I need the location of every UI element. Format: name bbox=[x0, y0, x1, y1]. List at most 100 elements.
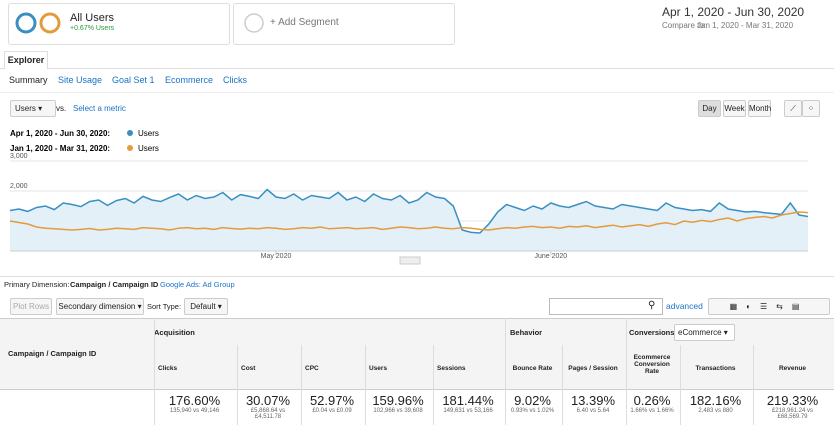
summary-compare: 1.66% vs 1.66% bbox=[630, 408, 674, 414]
chart: Apr 1, 2020 - Jun 30, 2020: Users Jan 1, 2… bbox=[9, 129, 809, 265]
column-header[interactable]: CPC bbox=[305, 365, 319, 372]
summary-value: 176.60% bbox=[168, 393, 221, 408]
sort-value: Default bbox=[190, 302, 216, 311]
search-icon: ⚲ bbox=[648, 300, 656, 311]
summary-value: 182.16% bbox=[689, 393, 742, 408]
sort-label: Sort Type: bbox=[147, 302, 182, 311]
date-range[interactable]: Apr 1, 2020 - Jun 30, 2020 bbox=[662, 5, 805, 19]
search[interactable] bbox=[549, 298, 663, 315]
summary-value: 30.07% bbox=[245, 393, 291, 408]
subtab[interactable]: Ecommerce bbox=[165, 75, 214, 85]
period[interactable]: Week bbox=[723, 100, 746, 117]
advanced[interactable]: advanced bbox=[666, 301, 703, 311]
chart-type[interactable]: ⁘ bbox=[802, 100, 820, 117]
line bbox=[9, 188, 809, 234]
summary-compare: 0.93% vs 1.02% bbox=[510, 408, 555, 414]
sort[interactable]: Default ▾ bbox=[184, 298, 228, 315]
y-tick-label: 2,000 bbox=[10, 183, 28, 190]
summary-compare: 102,966 vs 39,608 bbox=[373, 408, 423, 414]
summary-compare: 2,483 vs 880 bbox=[698, 408, 733, 414]
subtab[interactable]: Summary bbox=[9, 75, 48, 85]
column-header[interactable]: Bounce Rate bbox=[512, 365, 553, 372]
line bbox=[9, 211, 809, 231]
divider bbox=[0, 276, 834, 277]
column-header[interactable]: Cost bbox=[241, 365, 256, 372]
alt-dimension[interactable]: Google Ads: Ad Group bbox=[160, 280, 235, 289]
col-divider bbox=[301, 345, 302, 425]
tab[interactable]: Explorer bbox=[4, 51, 48, 69]
group-header: Acquisition bbox=[154, 328, 195, 337]
secondary-label: Secondary dimension bbox=[58, 302, 136, 311]
select-metric[interactable]: Select a metric bbox=[73, 104, 126, 113]
segment-change: +0.67% Users bbox=[70, 25, 115, 32]
legend-dot bbox=[127, 130, 133, 136]
secondary[interactable]: Secondary dimension ▾ bbox=[56, 298, 144, 315]
col-divider bbox=[680, 345, 681, 425]
row-header: Campaign / Campaign ID bbox=[8, 349, 97, 358]
vs: vs. bbox=[56, 104, 67, 113]
summary-value: 0.26% bbox=[633, 393, 671, 408]
metric: Users bbox=[15, 104, 36, 113]
divider bbox=[0, 68, 834, 69]
segment-card[interactable] bbox=[8, 3, 230, 45]
col-divider bbox=[505, 318, 506, 425]
column-header[interactable]: Pages / Session bbox=[568, 365, 618, 372]
legend-range: Apr 1, 2020 - Jun 30, 2020: bbox=[10, 129, 110, 138]
compare-range: Jan 1, 2020 - Mar 31, 2020 bbox=[697, 21, 794, 30]
area bbox=[10, 189, 808, 251]
group-select-label: eCommerce bbox=[678, 328, 722, 337]
col-divider bbox=[433, 345, 434, 425]
group-select[interactable]: eCommerce ▾ bbox=[674, 324, 735, 341]
column-header[interactable]: Sessions bbox=[437, 365, 466, 372]
y-tick-label: 3,000 bbox=[10, 153, 28, 160]
subtab[interactable]: Goal Set 1 bbox=[112, 75, 155, 85]
divider bbox=[0, 92, 834, 93]
chart-type[interactable]: ⟋ bbox=[784, 100, 802, 117]
summary-value: 9.02% bbox=[514, 393, 551, 408]
summary-value: 159.96% bbox=[372, 393, 424, 408]
summary-compare: 135,940 vs 49,146 bbox=[169, 408, 220, 414]
summary-value: 181.44% bbox=[442, 393, 494, 408]
legend-dot bbox=[127, 145, 133, 151]
primary-label: Primary Dimension: bbox=[4, 280, 70, 289]
view-toggles[interactable]: ▦◐☰⇆▤ bbox=[708, 298, 830, 315]
column-header[interactable]: Clicks bbox=[158, 365, 178, 372]
column-header[interactable]: Transactions bbox=[695, 365, 736, 372]
plot-rows[interactable]: Plot Rows bbox=[10, 298, 52, 315]
summary-compare: £5,868.64 vs £4,511.78 bbox=[250, 408, 286, 420]
col-divider bbox=[237, 345, 238, 425]
col-divider bbox=[365, 345, 366, 425]
summary-value: 13.39% bbox=[570, 393, 616, 408]
add-icon bbox=[244, 13, 264, 33]
summary-compare: 6.40 vs 5.64 bbox=[576, 408, 610, 414]
col-divider bbox=[154, 318, 155, 425]
add-segment-label[interactable]: + Add Segment bbox=[270, 17, 339, 28]
column-header[interactable]: Revenue bbox=[778, 365, 807, 372]
legend-metric: Users bbox=[138, 144, 159, 153]
compare-label: Compare to: bbox=[662, 21, 707, 30]
column-header[interactable]: Ecommerce Conversion Rate bbox=[633, 354, 671, 375]
subtab[interactable]: Clicks bbox=[223, 75, 247, 85]
metric-select[interactable]: Users ▾ bbox=[10, 100, 56, 117]
group-header: Behavior bbox=[510, 328, 543, 337]
col-divider bbox=[562, 345, 563, 425]
summary-value: 52.97% bbox=[309, 393, 355, 408]
subtab[interactable]: Site Usage bbox=[58, 75, 103, 85]
col-divider bbox=[753, 345, 754, 425]
col-divider bbox=[626, 318, 627, 425]
period[interactable]: Day bbox=[698, 100, 721, 117]
add-segment[interactable] bbox=[233, 3, 455, 45]
segment-icon bbox=[15, 12, 61, 34]
period[interactable]: Month bbox=[748, 100, 771, 117]
summary-compare: £0.04 vs £0.09 bbox=[312, 408, 352, 414]
legend-metric: Users bbox=[138, 129, 159, 138]
column-header[interactable]: Users bbox=[369, 365, 388, 372]
primary[interactable]: Campaign / Campaign ID bbox=[70, 280, 159, 289]
legend-range: Jan 1, 2020 - Mar 31, 2020: bbox=[10, 144, 110, 153]
summary-compare: 149,631 vs 53,166 bbox=[443, 408, 493, 414]
segment-name: All Users bbox=[70, 12, 115, 24]
group-header: Conversions bbox=[629, 328, 675, 337]
x-tick-label: June 2020 bbox=[535, 253, 568, 260]
summary-compare: £218,961.24 vs £68,569.79 bbox=[771, 408, 814, 420]
x-tick-label: May 2020 bbox=[261, 253, 292, 260]
